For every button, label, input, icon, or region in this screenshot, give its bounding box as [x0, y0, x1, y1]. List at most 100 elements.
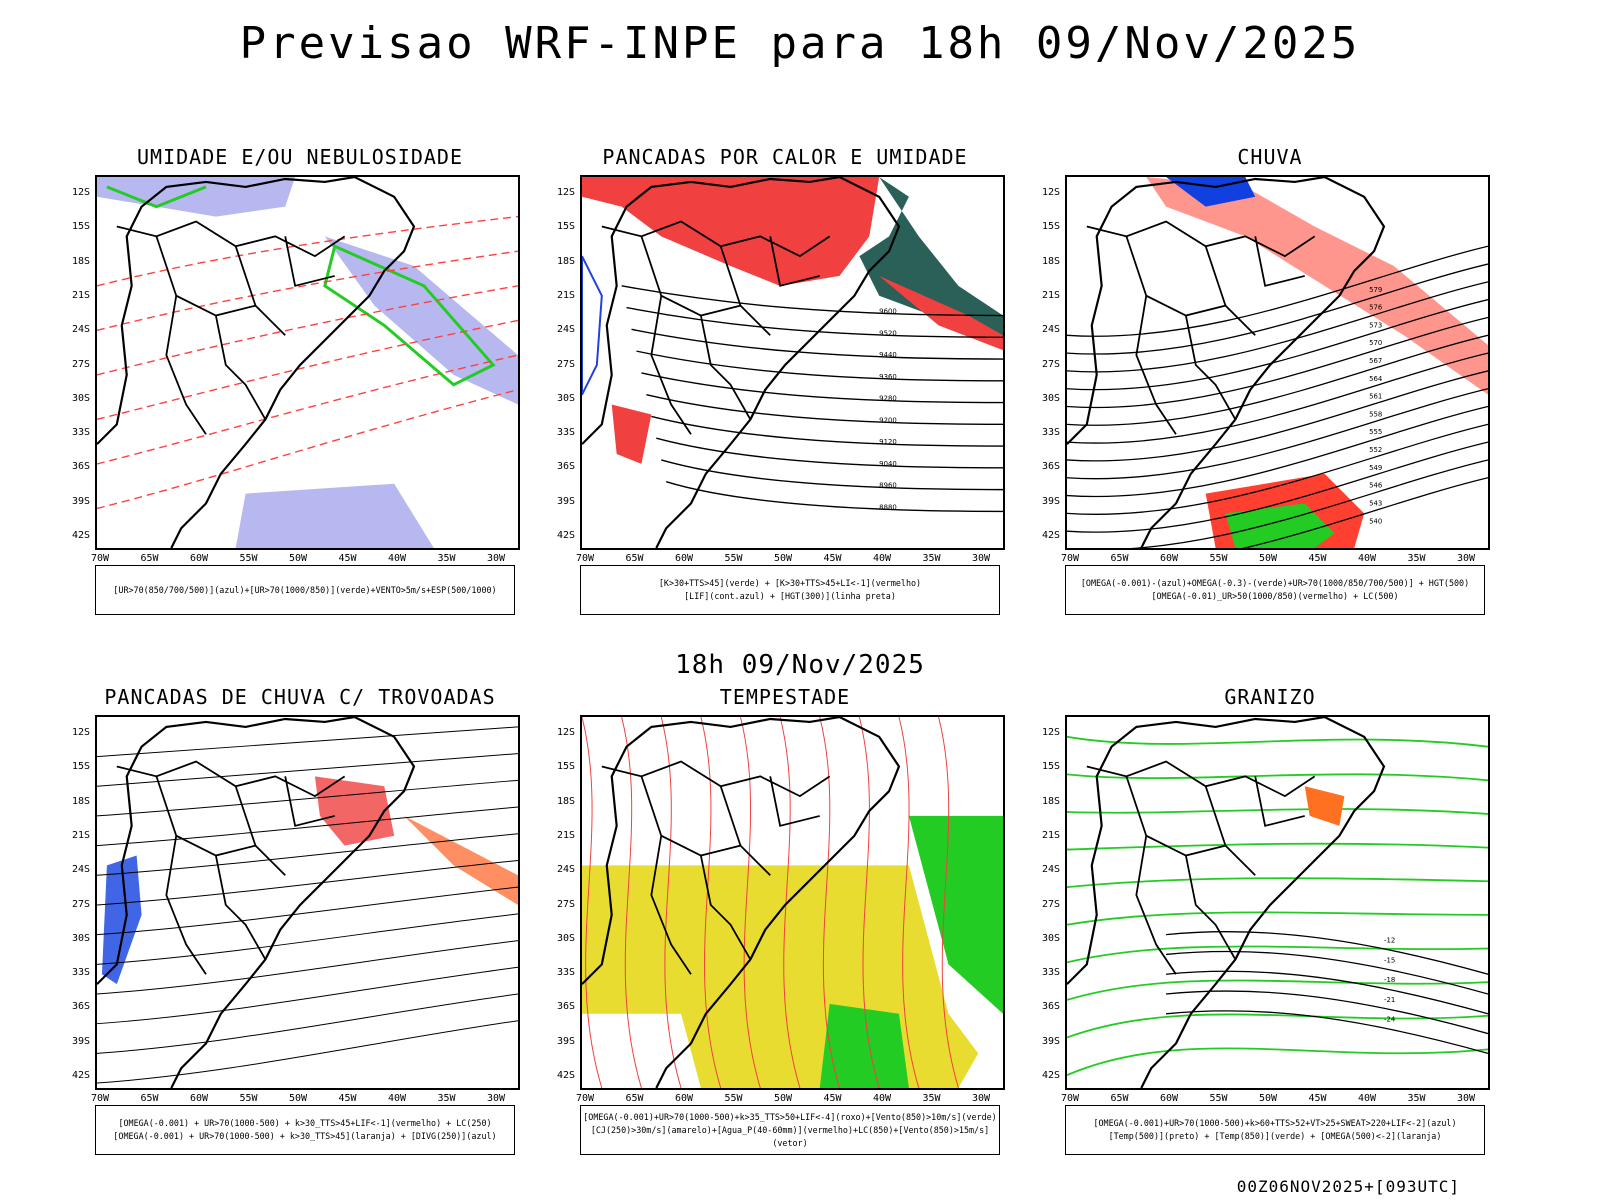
contour-label: -18 — [1384, 976, 1395, 984]
streamline — [97, 859, 518, 906]
political-border — [1204, 245, 1227, 306]
lat-tick-label: 39S — [1041, 1035, 1060, 1047]
lon-tick-label: 50W — [773, 1093, 793, 1104]
map-plot: 9600 9520 9440 9360 9280 9200 9120 9040 8960 8880 — [582, 177, 1003, 548]
lat-tick-label: 42S — [1041, 530, 1060, 541]
panel-legend: [OMEGA(-0.001)-(azul)+OMEGA(-0.3)-(verde… — [1065, 565, 1485, 615]
lat-tick-label: 12S — [71, 187, 90, 198]
lon-tick-label: 55W — [724, 553, 743, 564]
political-border — [699, 315, 752, 420]
hgt500-contour — [1131, 459, 1488, 548]
panel-tempestade: TEMPESTADE 12S 15S 18S 21S 24S 27S 30S 33S 36S 39S… — [535, 685, 1035, 1165]
lat-tick-label: 24S — [1041, 324, 1060, 336]
hgt500-contour — [1067, 388, 1488, 480]
lon-tick-label: 45W — [823, 553, 842, 564]
temp500-contour — [1165, 970, 1488, 1015]
hgt500-contour — [1067, 299, 1488, 391]
coastline — [1067, 717, 1386, 1088]
contour-label: 9200 — [879, 416, 897, 424]
lon-tick-label: 30W — [971, 553, 991, 564]
legend-line: [K>30+TTS>45](verde) + [K>30+TTS>45+LI<-… — [658, 578, 922, 588]
lat-tick-label: 12S — [556, 187, 575, 198]
contour-label: 573 — [1369, 321, 1382, 329]
contour-label: 579 — [1369, 286, 1382, 294]
panel-pancadas-calor: PANCADAS POR CALOR E UMIDADE 12S 15S 18S 21S… — [535, 145, 1035, 625]
hgt-contour — [621, 285, 1003, 317]
political-border — [601, 760, 831, 798]
political-border — [214, 315, 267, 420]
thickness-contour — [97, 285, 518, 376]
political-border — [650, 295, 692, 435]
lc850-streamline — [740, 717, 761, 1088]
thickness-contour — [97, 250, 518, 332]
contour-label: 561 — [1369, 393, 1382, 401]
lon-tick-label: 35W — [1407, 1093, 1426, 1104]
hgt500-contour — [1067, 423, 1488, 515]
contour-label: 9600 — [879, 308, 897, 316]
lat-tick-label: 39S — [556, 495, 575, 507]
map-frame — [580, 715, 1005, 1090]
run-footer: 00Z06NOV2025+[093UTC] — [1236, 1177, 1460, 1196]
political-border — [165, 835, 207, 975]
streamline — [97, 833, 518, 876]
lat-tick-label: 12S — [1041, 187, 1060, 198]
hgt500-contour — [1067, 441, 1488, 533]
lat-tick-label: 33S — [1041, 967, 1060, 979]
lat-tick-label: 33S — [556, 967, 575, 979]
lon-tick-label: 50W — [1258, 553, 1278, 564]
map-frame — [95, 175, 520, 550]
lat-tick-label: 30S — [556, 932, 575, 944]
political-border — [165, 295, 207, 435]
political-border — [234, 785, 257, 846]
map-plot: 579 576 573 570 567 564 561 558 555 552 549 546 543 5… — [1067, 177, 1488, 548]
map-plot — [582, 717, 1003, 1088]
lon-tick-label: 65W — [1110, 553, 1129, 564]
political-border — [234, 245, 257, 306]
temp850-contour — [1067, 808, 1488, 815]
political-border — [1086, 760, 1316, 798]
lon-tick-label: 60W — [189, 1093, 209, 1104]
lat-tick-label: 33S — [71, 967, 90, 979]
convection-fill — [859, 177, 1003, 346]
lat-tick-label: 21S — [556, 829, 575, 841]
political-border — [116, 760, 346, 798]
lat-tick-label: 30S — [1041, 932, 1060, 944]
thunderstorm-fill — [314, 776, 395, 846]
panel-title: CHUVA — [1237, 145, 1303, 169]
lon-tick-label: 55W — [239, 553, 258, 564]
instability-fill — [879, 275, 1003, 351]
lon-tick-label: 30W — [1456, 1093, 1476, 1104]
temp850-contour — [1067, 1013, 1488, 1039]
lat-tick-label: 18S — [1041, 255, 1060, 267]
omega500-fill — [1304, 786, 1345, 826]
lat-tick-label: 36S — [71, 1001, 90, 1013]
lat-tick-label: 39S — [71, 495, 90, 507]
lon-tick-label: 65W — [1110, 1093, 1129, 1104]
hgt-contour — [646, 393, 1003, 426]
temp850-contour — [1067, 945, 1488, 964]
contour-label: 9040 — [879, 460, 897, 468]
political-border — [640, 236, 771, 336]
hgt-contour — [636, 350, 1003, 382]
temp850-contour — [1067, 911, 1488, 926]
panel-legend: [OMEGA(-0.001) + UR>70(1000-500) + k>30_… — [95, 1105, 515, 1155]
hgt-contour — [656, 437, 1003, 469]
lat-tick-label: 36S — [71, 461, 90, 473]
political-border — [1135, 295, 1177, 435]
panel-chuva: CHUVA 12S 15S 18S 21S 24S 27S 30S 33S 36S 39S 42S 70… — [1020, 145, 1520, 625]
map-frame — [95, 715, 520, 1090]
contour-label: 546 — [1369, 482, 1382, 490]
political-border — [1125, 236, 1256, 336]
lat-tick-label: 27S — [71, 898, 90, 910]
lon-tick-label: 40W — [1357, 553, 1377, 564]
legend-line: [Temp(500)](preto) + [Temp(850)](verde) … — [1108, 1131, 1442, 1141]
lon-tick-label: 45W — [823, 1093, 842, 1104]
lon-tick-label: 70W — [90, 553, 110, 564]
instability-fill — [582, 177, 880, 286]
political-border — [699, 855, 752, 960]
lon-tick-label: 65W — [140, 553, 159, 564]
lat-tick-label: 42S — [556, 530, 575, 541]
lc850-streamline — [858, 717, 880, 1088]
contour-label: 9120 — [879, 438, 897, 446]
instability-fill — [611, 404, 652, 464]
